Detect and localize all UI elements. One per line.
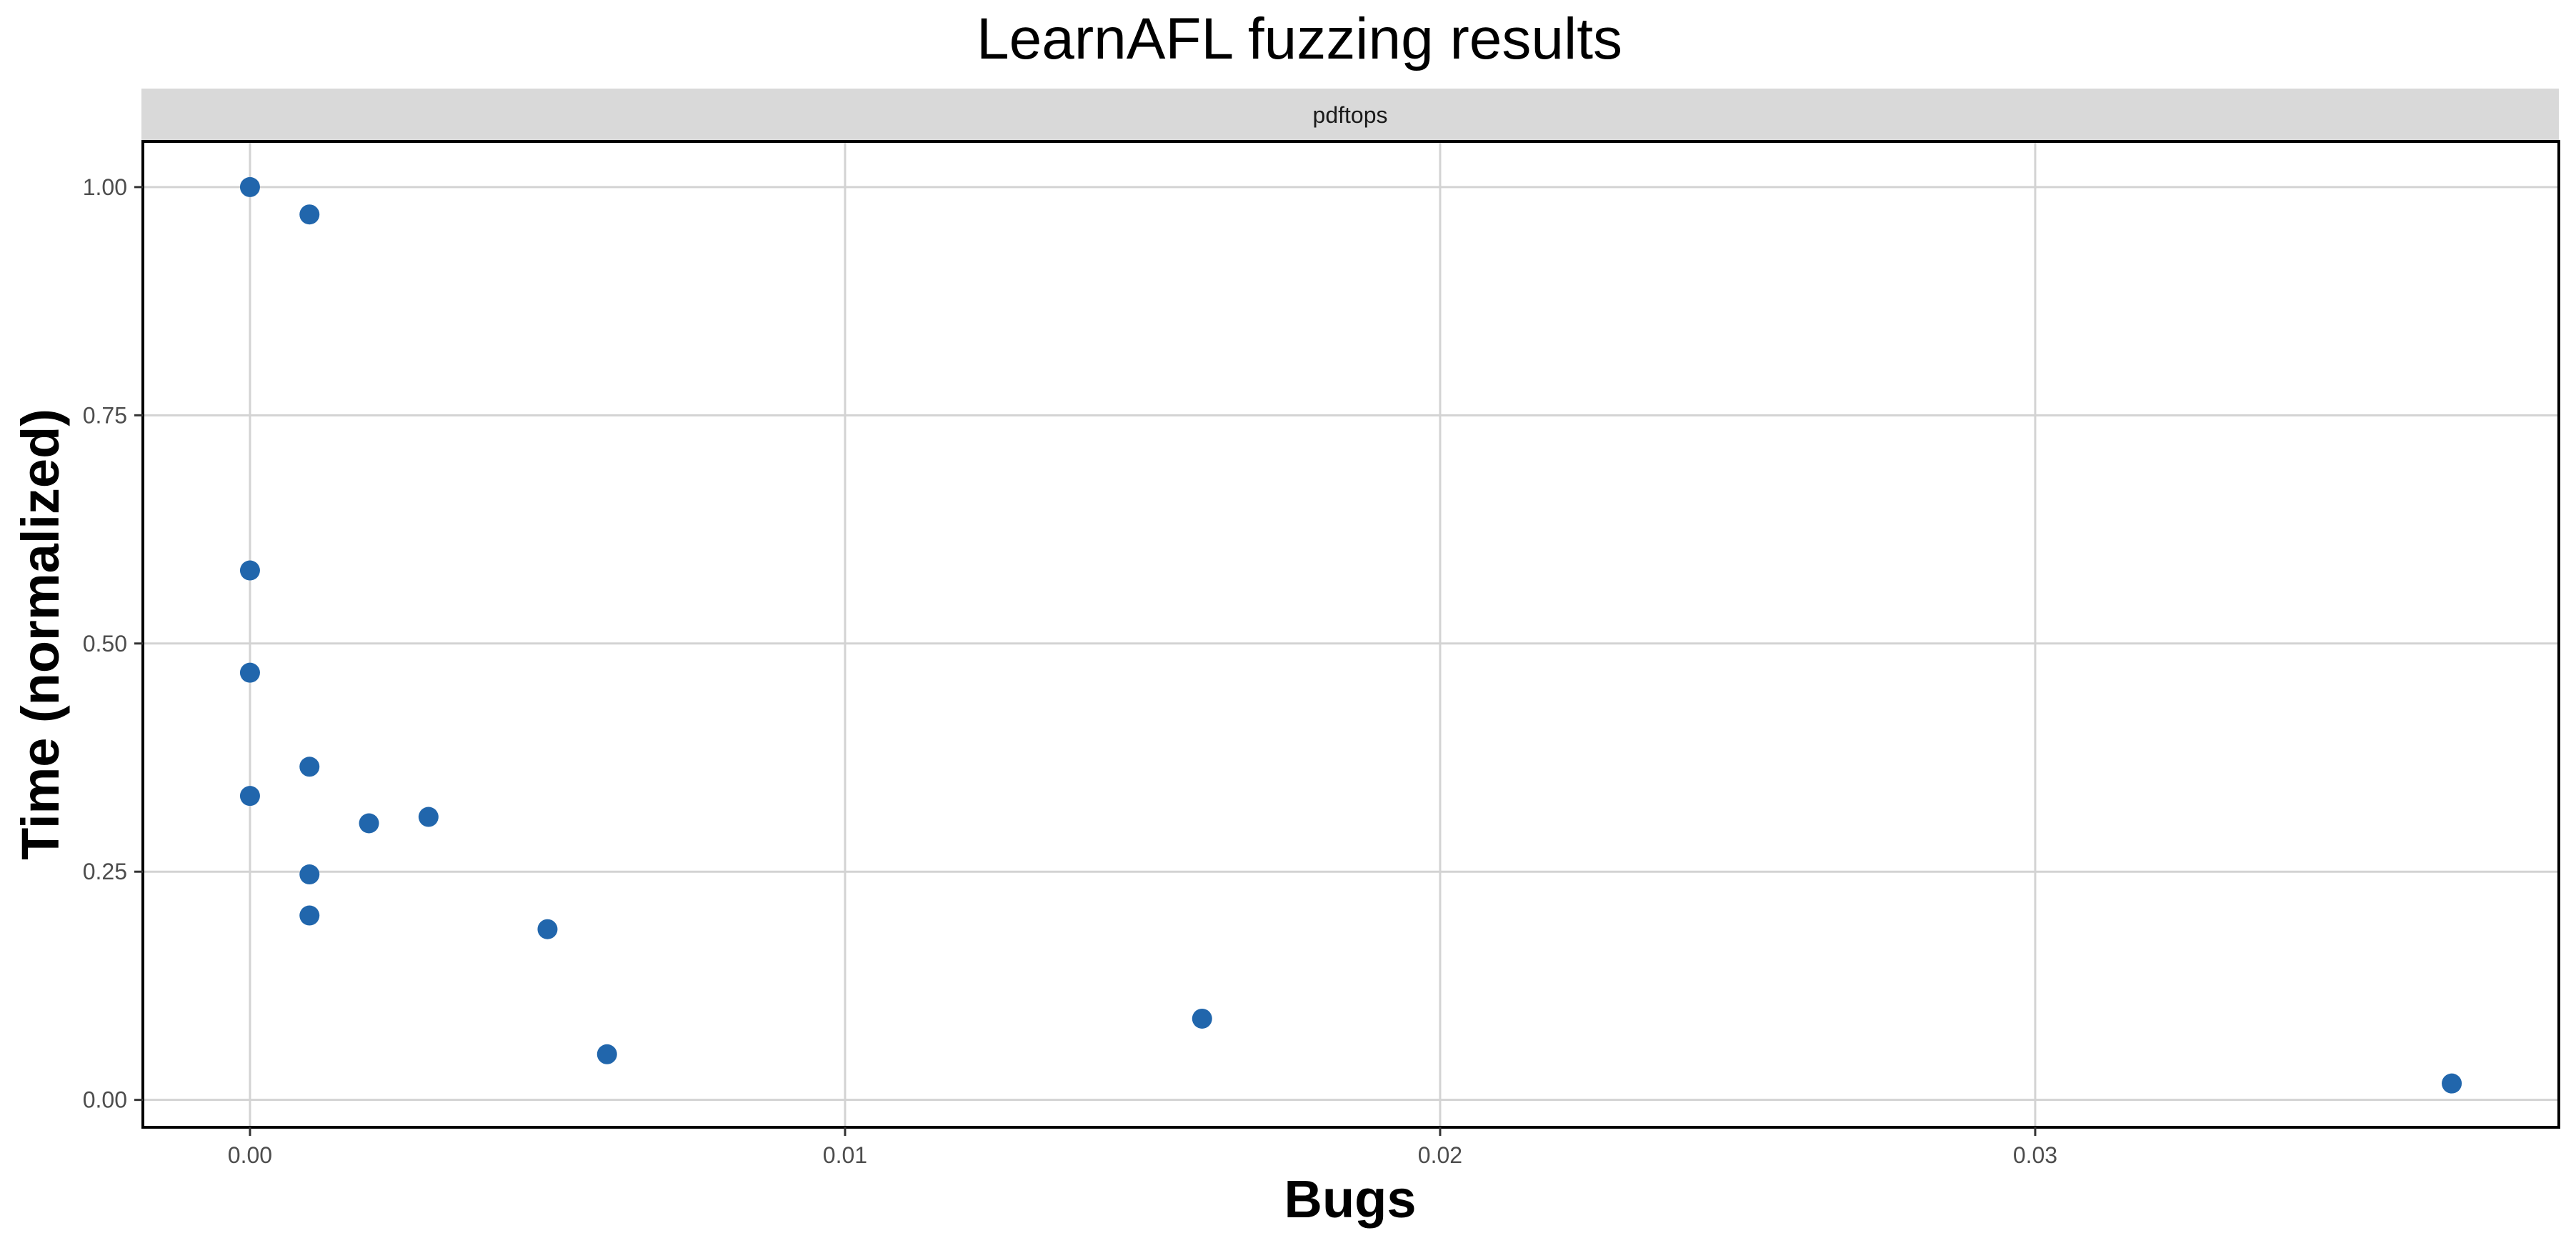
data-point bbox=[299, 905, 320, 926]
x-tick-label: 0.03 bbox=[2013, 1142, 2057, 1168]
data-point bbox=[299, 864, 320, 885]
y-tick-label: 0.25 bbox=[83, 859, 127, 884]
y-axis-ticks: 0.00 0.25 0.50 0.75 1.00 bbox=[83, 174, 143, 1113]
facet-strip bbox=[141, 89, 2559, 140]
data-point bbox=[359, 813, 379, 834]
data-points bbox=[239, 176, 2462, 1094]
x-axis-title: Bugs bbox=[1284, 1169, 1417, 1229]
facet-label: pdftops bbox=[1313, 102, 1388, 128]
y-axis-title: Time (normalized) bbox=[11, 409, 70, 860]
x-axis-ticks: 0.00 0.01 0.02 0.03 bbox=[228, 1127, 2057, 1168]
x-tick-label: 0.00 bbox=[228, 1142, 272, 1168]
data-point bbox=[239, 560, 260, 581]
data-point bbox=[239, 662, 260, 683]
y-tick-label: 0.50 bbox=[83, 631, 127, 657]
data-point bbox=[239, 786, 260, 807]
y-tick-label: 0.00 bbox=[83, 1087, 127, 1113]
chart-title: LearnAFL fuzzing results bbox=[977, 6, 1622, 71]
data-point bbox=[537, 919, 558, 939]
x-tick-label: 0.02 bbox=[1418, 1142, 1462, 1168]
data-point bbox=[299, 204, 320, 225]
plot-border bbox=[141, 140, 2560, 1129]
data-point bbox=[239, 176, 260, 197]
x-tick-label: 0.01 bbox=[823, 1142, 867, 1168]
y-tick-label: 1.00 bbox=[83, 174, 127, 200]
data-point bbox=[596, 1044, 617, 1064]
grid-lines bbox=[143, 141, 2559, 1127]
data-point bbox=[2442, 1073, 2462, 1094]
data-point bbox=[418, 807, 439, 827]
data-point bbox=[1192, 1008, 1212, 1029]
plot-panel bbox=[143, 141, 2559, 1127]
y-tick-label: 0.75 bbox=[83, 402, 127, 428]
data-point bbox=[299, 757, 320, 777]
